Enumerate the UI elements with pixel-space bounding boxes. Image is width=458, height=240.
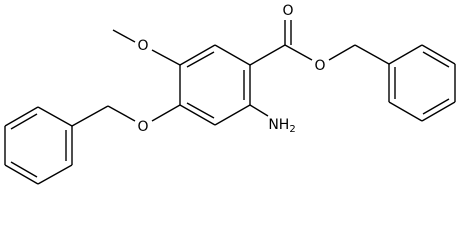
atom-label: O (137, 38, 148, 54)
atom-label: O (137, 119, 148, 135)
structure-diagram: O O O O NH2 (4, 3, 456, 185)
atom-subscript: 2 (289, 124, 295, 135)
bonds (4, 20, 456, 185)
atom-symbol: NH (268, 117, 289, 133)
atom-label: O (314, 58, 325, 74)
atom-label: O (282, 3, 293, 19)
atom-label: NH2 (268, 117, 295, 135)
